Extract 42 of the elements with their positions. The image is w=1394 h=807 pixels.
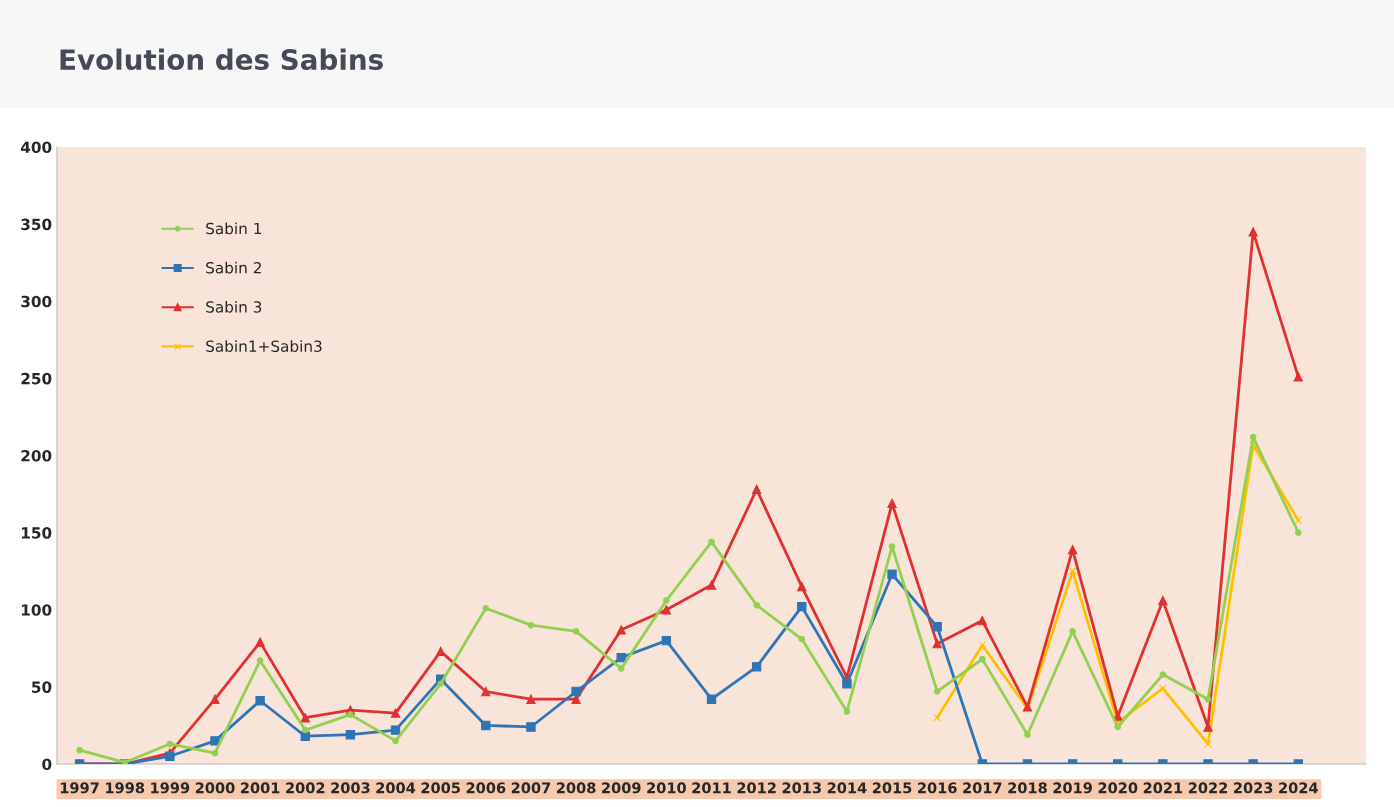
x-tick-label: 1997 [60,782,99,794]
y-tick-label: 400 [20,141,52,154]
x-tick-label: 2018 [1008,782,1047,794]
y-tick-label: 150 [21,527,52,539]
x-tick-label: 2019 [1053,782,1092,794]
x-tick-label: 2021 [1143,782,1183,794]
x-tick-label: 2022 [1188,782,1228,794]
x-tick-label: 2015 [872,782,912,794]
y-tick-label: 200 [21,449,52,462]
x-tick-label: 2001 [240,782,280,794]
y-tick-label: 100 [21,604,52,616]
chart-title: Evolution des Sabins [60,48,383,71]
x-tick-label: 2020 [1098,782,1138,794]
x-tick-label: 2007 [511,782,551,794]
x-tick-label: 1999 [151,782,190,794]
x-tick-label: 2008 [556,782,596,794]
x-tick-label: 2010 [647,782,686,794]
y-tick-label: 50 [32,681,52,693]
y-tick-label: 300 [21,295,52,308]
x-tick-label: 2017 [963,782,1002,794]
x-tick-label: 2009 [602,782,641,794]
x-tick-label: 2005 [421,782,460,794]
x-tick-label: 2023 [1234,782,1273,794]
x-tick-label: 2016 [918,782,957,794]
y-tick-label: 350 [21,218,52,231]
x-tick-label: 2024 [1279,782,1318,794]
x-tick-label: 2000 [195,782,235,794]
x-tick-label: 1998 [106,782,145,794]
x-tick-label: 2006 [466,782,506,794]
x-tick-label: 2002 [286,782,325,794]
legend-label: Sabin1+Sabin3 [206,340,322,352]
y-tick-label: 0 [42,758,52,771]
x-tick-label: 2011 [692,782,731,794]
x-tick-label: 2003 [331,782,370,794]
x-tick-label: 2014 [827,782,867,794]
y-tick-label: 250 [21,372,52,385]
legend-label: Sabin 3 [206,300,262,313]
x-tick-label: 2004 [376,782,416,794]
x-tick-label: 2013 [782,782,821,794]
legend-label: Sabin 1 [206,222,262,235]
x-tick-label: 2012 [737,782,776,794]
legend-label: Sabin 2 [206,261,261,274]
